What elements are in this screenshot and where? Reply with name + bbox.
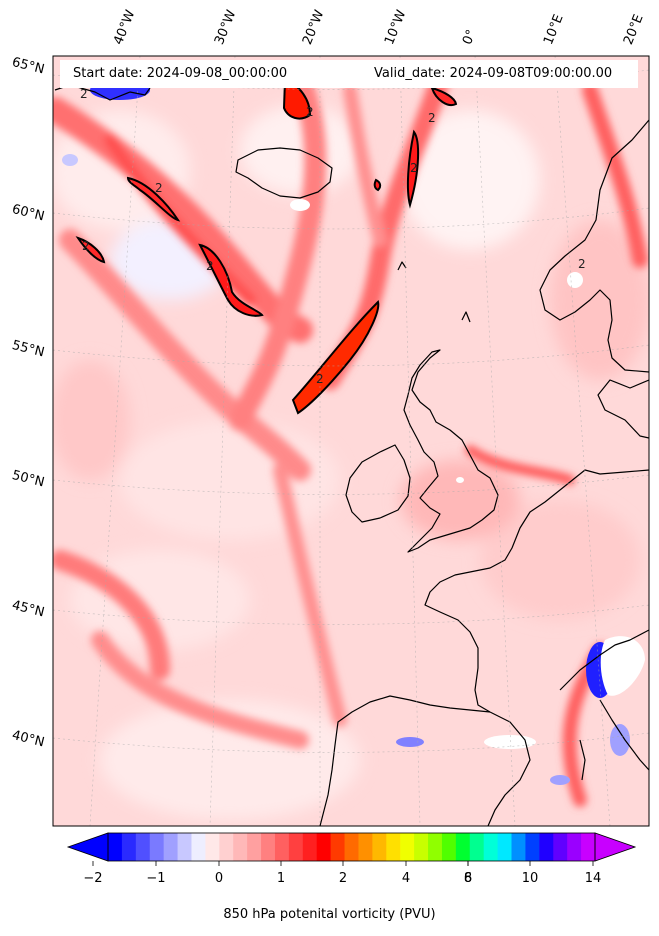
contour-label: 2	[82, 239, 90, 253]
graticule	[53, 56, 649, 826]
colorbar-segment	[330, 833, 346, 861]
colorbar-segment	[441, 833, 457, 861]
contour-label: 2	[316, 372, 324, 386]
masked-areas	[290, 199, 645, 749]
colorbar-segment	[177, 833, 192, 861]
colorbar-segment	[344, 833, 359, 861]
colorbar-segment	[108, 833, 123, 861]
contour-label: 2	[80, 87, 88, 101]
colorbar-segment	[553, 833, 568, 861]
colorbar-tick-label: −1	[146, 871, 166, 886]
coast-continent	[424, 469, 649, 713]
colorbar-segment	[567, 833, 582, 861]
colorbar-segment	[483, 833, 499, 861]
valid-date-label: Valid_date: 2024-09-08T09:00:00.00	[374, 66, 613, 81]
colorbar-segment	[149, 833, 165, 861]
colorbar-segment	[428, 833, 443, 861]
colorbar-segment	[400, 833, 415, 861]
coast-great-britain	[403, 349, 499, 553]
colorbar-tick-label: 4	[401, 871, 411, 886]
colorbar-segment	[135, 833, 151, 861]
colorbar-title: 850 hPa potenital vorticity (PVU)	[223, 907, 436, 922]
colorbar-segment	[581, 833, 596, 861]
colorbar-segment	[511, 833, 526, 861]
map-frame	[52, 55, 650, 827]
colorbar-segment	[302, 833, 318, 861]
colorbar-segment	[274, 833, 290, 861]
colorbar-min-extension	[66, 832, 109, 862]
colorbar-tick-label: 10	[521, 871, 539, 886]
colorbar-frame	[107, 832, 596, 862]
contour-label: 2	[410, 161, 418, 175]
map-area: 2 2 2 2 2 2 2 2 2	[53, 56, 649, 826]
contour-label: 2	[578, 257, 586, 271]
colorbar-segment	[469, 833, 485, 861]
header-box	[60, 60, 638, 88]
pv-high-filaments	[75, 78, 458, 415]
colorbar-segment	[191, 833, 206, 861]
colorbar-segment	[288, 833, 304, 861]
colorbar-segment	[219, 833, 234, 861]
coast-norway	[539, 119, 649, 373]
colorbar-max-extension	[594, 832, 637, 862]
colorbar-segment	[539, 833, 554, 861]
contour-label: 2	[155, 181, 163, 195]
colorbar-segment	[455, 833, 471, 861]
colorbar-segment	[525, 833, 540, 861]
colorbar-tick-label: 2	[338, 871, 348, 886]
colorbar-tick-label: 0	[214, 871, 224, 886]
coast-ireland	[345, 444, 411, 523]
start-date-label: Start date: 2024-09-08_00:00:00	[73, 66, 288, 81]
colorbar-segment	[316, 833, 332, 861]
colorbar-segment	[121, 833, 137, 861]
coast-faroe	[397, 261, 407, 271]
coast-shetland	[461, 311, 471, 323]
contour-labels: 2 2 2 2 2 2 2 2 2	[80, 87, 586, 386]
coast-iberia-east	[487, 711, 531, 826]
colorbar-tick-label: 8	[463, 871, 473, 886]
contour-label: 2	[206, 259, 214, 273]
coastlines	[54, 84, 649, 826]
contour-label: 2	[306, 105, 314, 119]
colorbar-segment	[205, 833, 220, 861]
coast-iceland	[235, 147, 333, 199]
colorbar-tick-label: 6	[463, 871, 473, 886]
colorbar-tick-label: 14	[584, 871, 602, 886]
colorbar-segment	[247, 833, 262, 861]
coast-alps	[559, 629, 649, 691]
colorbar-segment	[497, 833, 513, 861]
colorbar-segment	[414, 833, 429, 861]
coast-baltic	[597, 379, 649, 439]
coast-iberia-west	[319, 695, 491, 826]
colorbar-segment	[261, 833, 276, 861]
colorbar-segment	[233, 833, 248, 861]
coast-italy	[599, 699, 649, 771]
colorbar-segment	[386, 833, 401, 861]
coast-corsica	[579, 739, 586, 781]
colorbar	[66, 832, 637, 866]
colorbar-segment	[163, 833, 179, 861]
colorbar-segment	[358, 833, 373, 861]
colorbar-tick-label: −2	[83, 871, 103, 886]
contour-label: 2	[428, 111, 436, 125]
colorbar-tick-label: 1	[276, 871, 286, 886]
colorbar-segment	[372, 833, 387, 861]
